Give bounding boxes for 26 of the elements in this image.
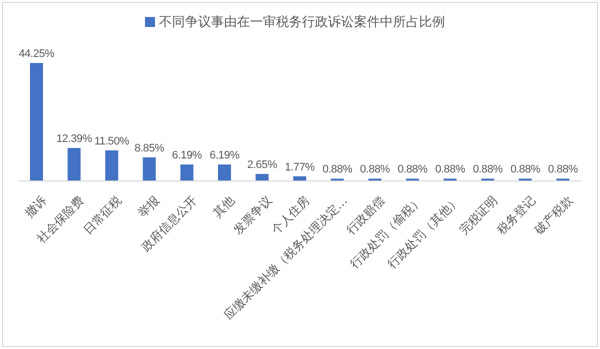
bar	[105, 150, 118, 181]
data-label: 0.88%	[510, 164, 541, 176]
data-label: 8.85%	[134, 142, 165, 154]
data-label: 0.88%	[398, 164, 428, 176]
x-tick-label: 举报	[135, 193, 162, 220]
data-label: 0.88%	[472, 164, 504, 176]
data-label: 0.88%	[435, 164, 466, 176]
bar	[30, 63, 43, 181]
data-label: 0.88%	[322, 164, 353, 176]
data-label: 11.50%	[94, 135, 130, 148]
x-tick-label: 其他	[210, 193, 238, 220]
data-label: 1.77%	[284, 161, 316, 174]
bar	[218, 164, 231, 181]
bar	[180, 164, 194, 181]
data-label: 44.25%	[18, 48, 55, 60]
data-label: 6.19%	[210, 149, 240, 162]
data-label: 0.88%	[360, 164, 390, 176]
data-label: 2.65%	[247, 158, 278, 171]
data-label: 0.88%	[548, 164, 578, 176]
x-tick-label: 撤诉	[22, 193, 50, 220]
legend-label: 不同争议事由在一审税务行政诉讼案件中所占比例	[159, 15, 445, 30]
data-label: 6.19%	[172, 149, 202, 162]
bar	[256, 174, 269, 181]
bar	[142, 157, 156, 181]
bar	[68, 148, 81, 181]
data-label: 12.39%	[56, 132, 92, 145]
